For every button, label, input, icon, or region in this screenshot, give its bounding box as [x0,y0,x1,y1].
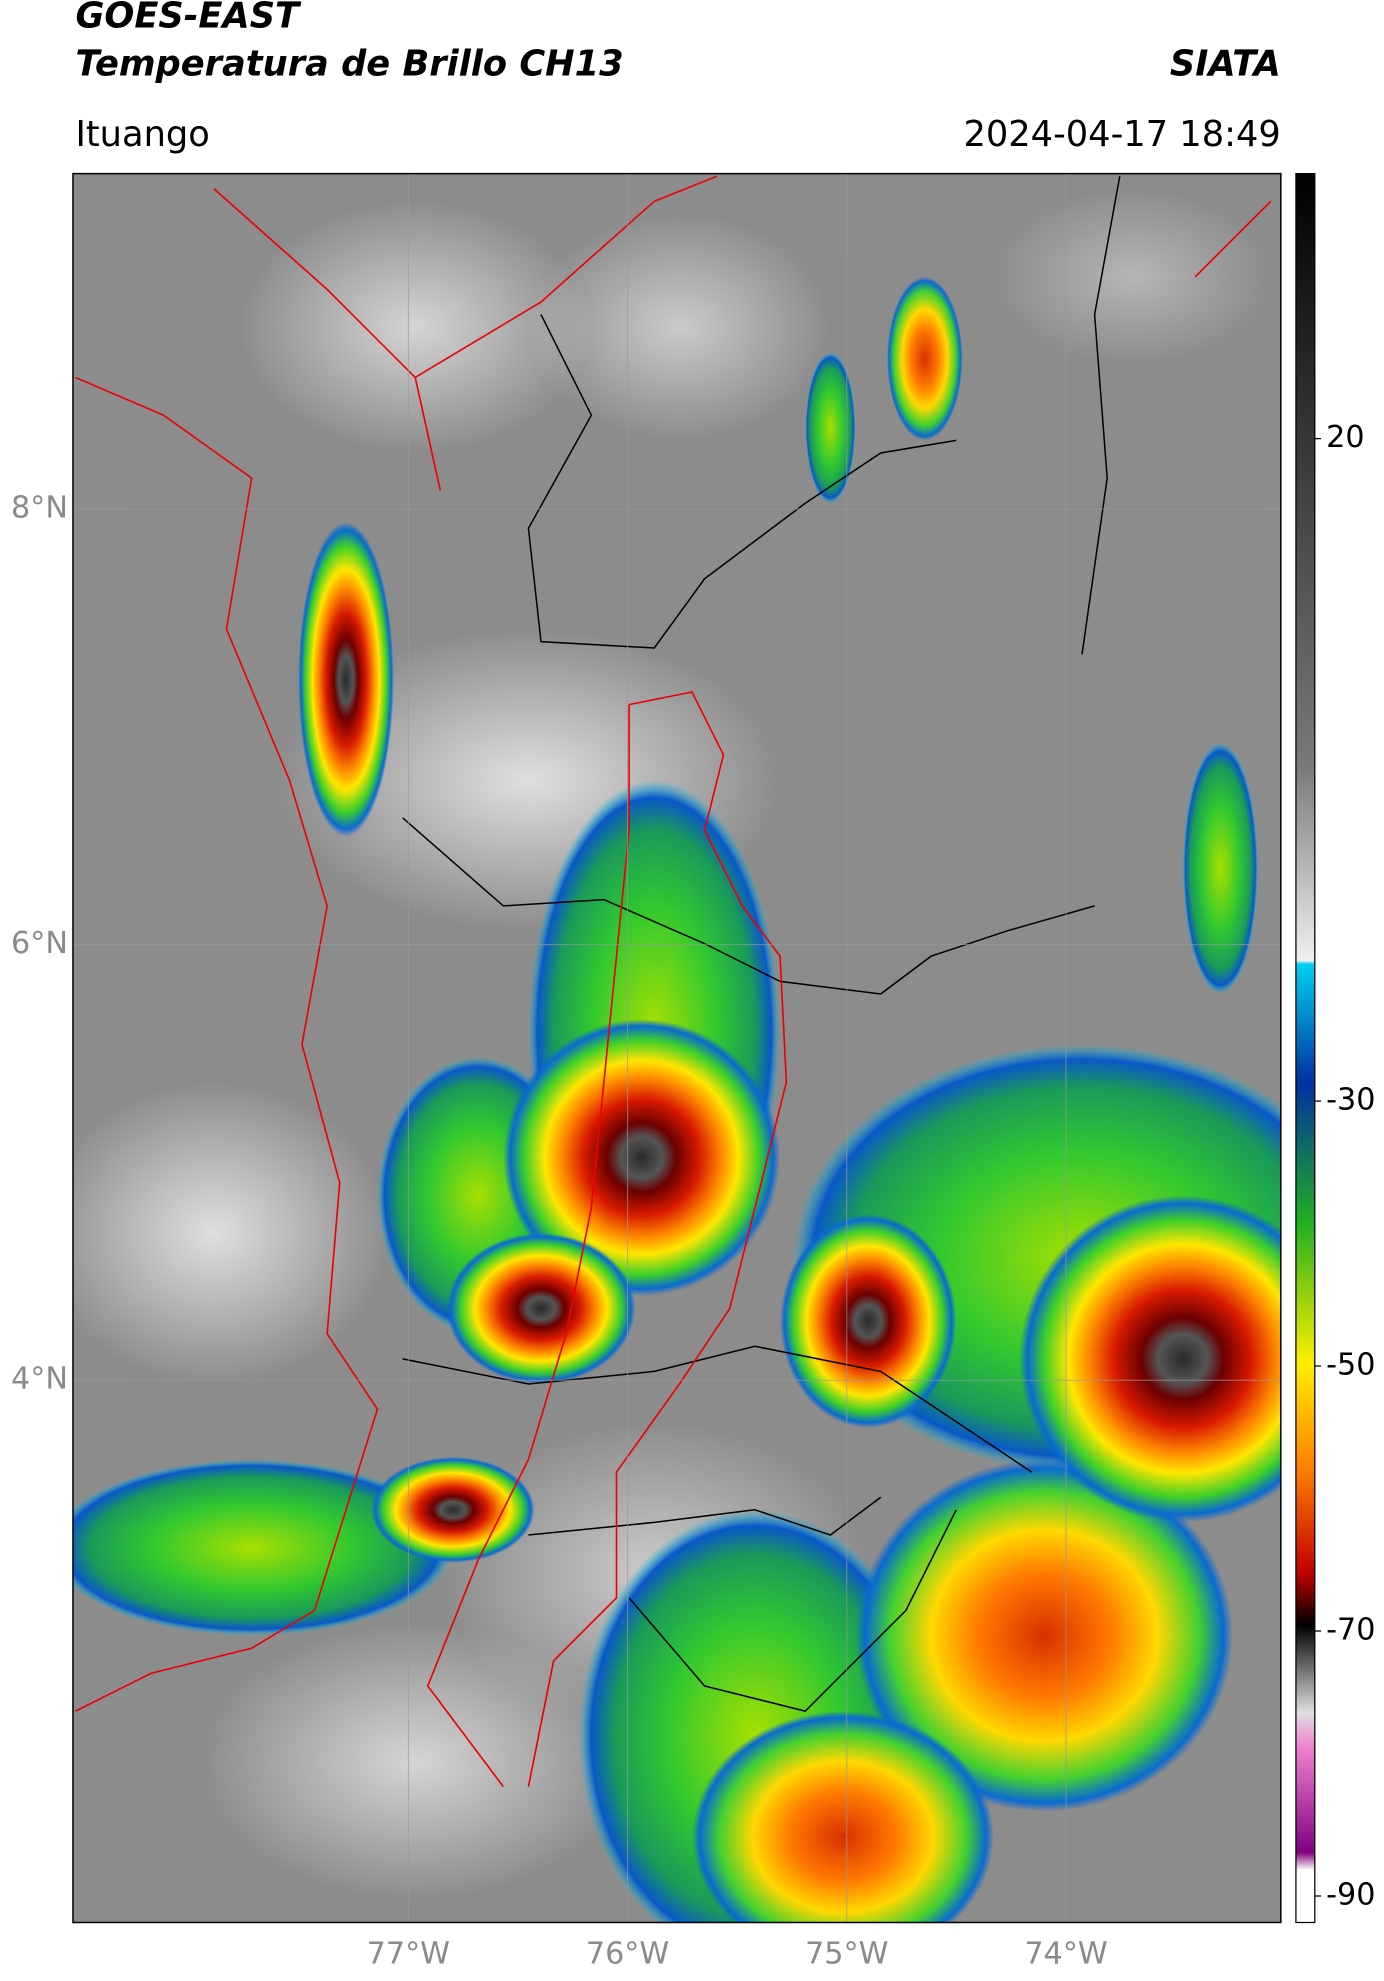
colorbar [1295,172,1316,1924]
colorbar-tick-label: 20 [1326,420,1364,455]
colorbar-tick-label: -70 [1326,1613,1375,1648]
satellite: GOES-EAST [75,0,302,37]
product: Temperatura de Brillo CH13 [75,43,623,84]
lon-tick-label: 74°W [1024,1937,1107,1972]
location: Ituango [75,114,209,155]
datetime: 2024-04-17 18:49 [963,114,1280,155]
lon-tick-label: 75°W [805,1937,888,1972]
colorbar-tick-label: -90 [1326,1877,1375,1912]
lon-tick-label: 76°W [586,1937,669,1972]
colorbar-tick-label: -50 [1326,1348,1375,1383]
lat-tick-label: 4°N [11,1362,68,1397]
agency: SIATA [1170,43,1281,84]
map-frame [72,172,1282,1924]
lon-tick-label: 77°W [367,1937,450,1972]
lat-tick-label: 8°N [11,491,68,526]
colorbar-tick-label: -30 [1326,1083,1375,1118]
map-image [72,173,1281,1923]
lat-tick-label: 6°N [11,926,68,961]
